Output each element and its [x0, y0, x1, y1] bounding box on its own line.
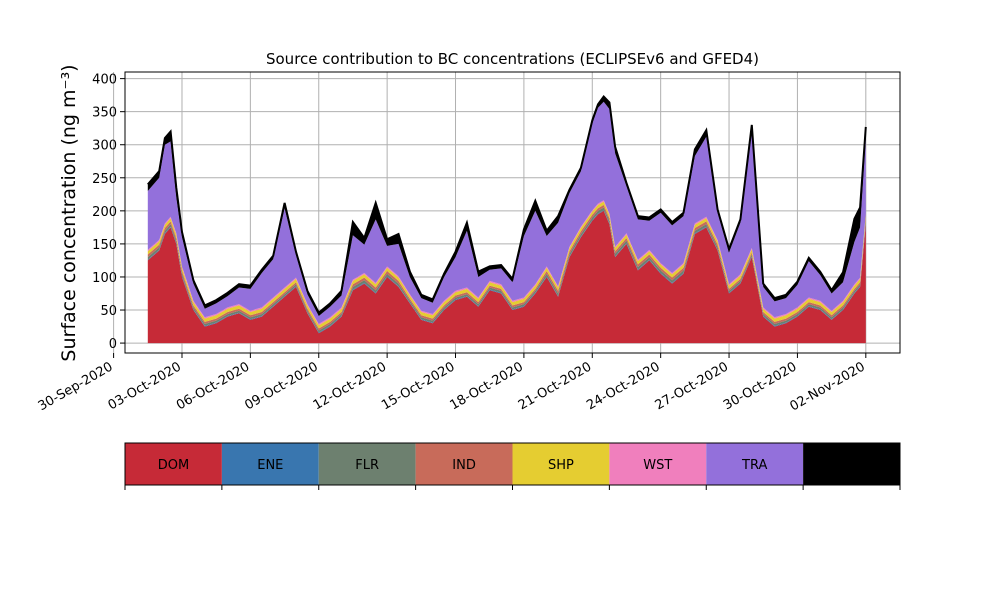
area-ind [147, 204, 866, 331]
legend: DOM ENE FLR IND SHP WST TRA BB [124, 442, 901, 490]
legend-swatch-ind [415, 443, 513, 485]
y-tick-label: 400 [92, 73, 117, 88]
area-ene [147, 210, 866, 334]
legend-label-wst: WST [643, 458, 672, 473]
legend-label-dom: DOM [158, 458, 189, 473]
legend-swatch-bb [803, 443, 900, 485]
legend-swatch-tra [706, 443, 804, 485]
y-tick-label: 350 [92, 106, 117, 121]
area-dom [147, 210, 866, 344]
legend-label-flr: FLR [355, 458, 379, 473]
total-outline [147, 94, 867, 315]
area-tra [147, 101, 866, 324]
y-tick-label: 50 [100, 304, 117, 319]
legend-label-ind: IND [452, 458, 476, 473]
y-tick-label: 100 [92, 271, 117, 286]
plot-frame [124, 71, 901, 354]
legend-swatch-ene [221, 443, 319, 485]
chart-title: Source contribution to BC concentrations… [266, 50, 759, 68]
legend-swatch-flr [318, 443, 416, 485]
total-line [147, 94, 867, 315]
y-tick-label: 150 [92, 238, 117, 253]
y-tick-label: 250 [92, 172, 117, 187]
area-wst [147, 200, 866, 326]
y-axis-label: Surface concentration (ng m⁻³) [58, 64, 80, 361]
legend-label-shp: SHP [548, 458, 574, 473]
area-shp [147, 201, 866, 329]
legend-label-ene: ENE [257, 458, 283, 473]
legend-swatch-shp [512, 443, 610, 485]
legend-swatch-dom [125, 443, 222, 485]
legend-swatch-wst [609, 443, 707, 485]
area-flr [147, 207, 866, 333]
legend-label-bb: BB [843, 458, 861, 473]
legend-label-tra: TRA [741, 458, 767, 473]
y-tick-label: 0 [109, 337, 117, 352]
y-tick-label: 200 [92, 205, 117, 220]
y-tick-label: 300 [92, 139, 117, 154]
